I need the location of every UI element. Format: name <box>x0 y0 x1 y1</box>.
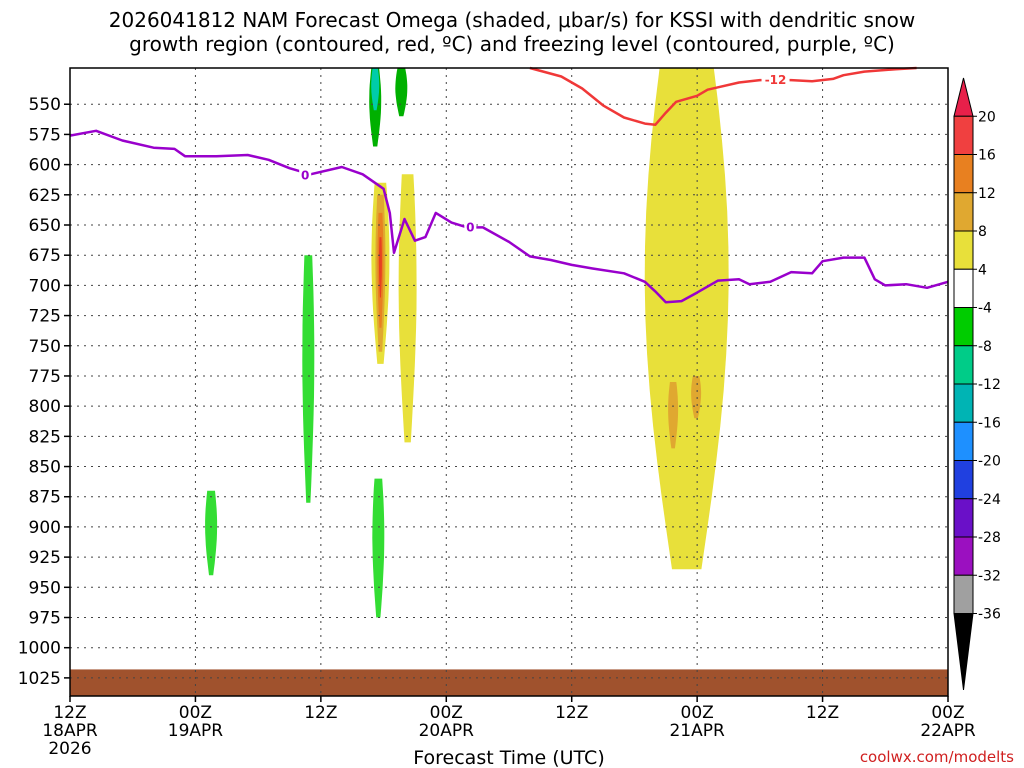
colorbar-segment-11 <box>953 498 974 538</box>
omega-shading-layer <box>205 68 729 618</box>
colorbar-segment-1 <box>953 115 974 155</box>
y-tick-label-925: 925 <box>29 548 61 568</box>
x-tick-label-84-2: 22APR <box>920 721 976 741</box>
dgz-minus12-contour-label-0: -12 <box>765 73 787 87</box>
y-tick-label-575: 575 <box>29 125 61 145</box>
x-tick-label-48-1: 12Z <box>555 703 588 723</box>
y-tick-label-1025: 1025 <box>18 669 61 689</box>
y-tick-label-800: 800 <box>29 397 61 417</box>
colorbar-segment-9 <box>953 421 974 461</box>
colorbar-tick-label--32: -32 <box>978 568 1001 584</box>
dgz-minus12-contour-label-bg-0 <box>761 72 790 88</box>
x-tick-label-0-1: 12Z <box>53 703 86 723</box>
x-tick-label-84-1: 00Z <box>931 703 964 723</box>
colorbar-tick-label-12: 12 <box>978 186 996 202</box>
x-tick-label-60-1: 00Z <box>681 703 714 723</box>
colorbar-tick-label-8: 8 <box>978 224 987 240</box>
x-tick-label-0-3: 2026 <box>48 739 91 759</box>
y-axis: 550 575 600 625 650 675 700 725 750 775 800 825 850 8… <box>18 95 70 689</box>
y-tick-label-650: 650 <box>29 216 61 236</box>
colorbar-segment-3 <box>953 192 974 232</box>
colorbar-segment-13 <box>953 574 974 614</box>
omega-region--4-4 <box>205 490 218 576</box>
y-tick-label-550: 550 <box>29 95 61 115</box>
colorbar-tick-label-20: 20 <box>978 109 996 125</box>
terrain-fill <box>70 669 948 696</box>
x-tick-label-12-2: 19APR <box>168 721 224 741</box>
colorbar-tick-label--24: -24 <box>978 492 1001 508</box>
freezing-level-contour-label-bg-1 <box>464 219 477 235</box>
omega-region-4-11 <box>644 68 729 570</box>
x-tick-label-24-1: 12Z <box>304 703 337 723</box>
y-tick-label-975: 975 <box>29 609 61 629</box>
colorbar: 20 16 12 8 4 -4 -8 -12 -16 -20 -24 -28 -32 -36 <box>953 77 1001 691</box>
y-tick-label-850: 850 <box>29 458 61 478</box>
colorbar-segment-10 <box>953 460 974 500</box>
y-tick-label-675: 675 <box>29 246 61 266</box>
colorbar-segment-2 <box>953 154 974 194</box>
y-tick-label-875: 875 <box>29 488 61 508</box>
contour-layer: 0 0 -12 <box>69 66 949 304</box>
colorbar-tick-label--12: -12 <box>978 377 1001 393</box>
plot-frame <box>69 67 949 697</box>
y-tick-label-750: 750 <box>29 337 61 357</box>
colorbar-tick-label--28: -28 <box>978 530 1001 546</box>
freezing-level-contour <box>69 129 949 304</box>
x-tick-label-36-2: 20APR <box>419 721 475 741</box>
dgz-minus12-contour <box>529 66 917 127</box>
y-tick-label-825: 825 <box>29 427 61 447</box>
plot-area: 0 0 -12 <box>69 66 949 697</box>
x-tick-label-0-2: 18APR <box>42 721 98 741</box>
omega-region--12-1 <box>371 68 380 111</box>
colorbar-tick-label--36: -36 <box>978 607 1001 623</box>
y-tick-label-1000: 1000 <box>18 639 61 659</box>
plot-background <box>70 68 948 696</box>
colorbar-segment-7 <box>953 345 974 385</box>
colorbar-segment-12 <box>953 536 974 576</box>
freezing-level-contour-label-1: 0 <box>466 220 474 234</box>
omega-region-4-10 <box>398 174 417 443</box>
freezing-level-contour-label-bg-0 <box>299 167 312 183</box>
chart-title-line1: 2026041812 NAM Forecast Omega (shaded, μ… <box>109 8 915 32</box>
omega-region-16-9 <box>378 237 382 298</box>
colorbar-tick-label--4: -4 <box>978 301 992 317</box>
x-tick-label-60-2: 21APR <box>669 721 725 741</box>
x-tick-label-72-1: 12Z <box>806 703 839 723</box>
y-tick-label-900: 900 <box>29 518 61 538</box>
omega-region-8-13 <box>691 376 702 419</box>
omega-region-8-12 <box>668 382 679 449</box>
y-tick-label-600: 600 <box>29 156 61 176</box>
colorbar-segment-6 <box>953 307 974 347</box>
colorbar-tick-label-4: 4 <box>978 262 987 278</box>
x-tick-label-12-1: 00Z <box>179 703 212 723</box>
colorbar-tick-label-16: 16 <box>978 148 996 164</box>
y-tick-label-950: 950 <box>29 578 61 598</box>
x-tick-label-36-1: 00Z <box>430 703 463 723</box>
colorbar-tick-label--8: -8 <box>978 339 992 355</box>
colorbar-segment-5 <box>953 268 974 308</box>
y-tick-label-700: 700 <box>29 276 61 296</box>
colorbar-tick-label--20: -20 <box>978 454 1001 470</box>
colorbar-segment-8 <box>953 383 974 423</box>
y-tick-label-625: 625 <box>29 186 61 206</box>
terrain-layer <box>70 669 948 696</box>
chart-title-line2: growth region (contoured, red, ºC) and f… <box>129 32 895 56</box>
colorbar-tick-label--16: -16 <box>978 415 1001 431</box>
colorbar-segment-4 <box>953 230 974 270</box>
x-axis-label: Forecast Time (UTC) <box>413 747 604 768</box>
credit-text: coolwx.com/modelts <box>860 748 1014 766</box>
omega-region--4-5 <box>372 478 385 618</box>
y-tick-label-725: 725 <box>29 307 61 327</box>
omega-region--4-3 <box>302 255 315 503</box>
omega-region--8-2 <box>395 68 408 117</box>
freezing-level-contour-label-0: 0 <box>301 168 309 182</box>
colorbar-bottom-arrow <box>953 613 974 691</box>
colorbar-top-arrow <box>953 77 974 117</box>
y-tick-label-775: 775 <box>29 367 61 387</box>
